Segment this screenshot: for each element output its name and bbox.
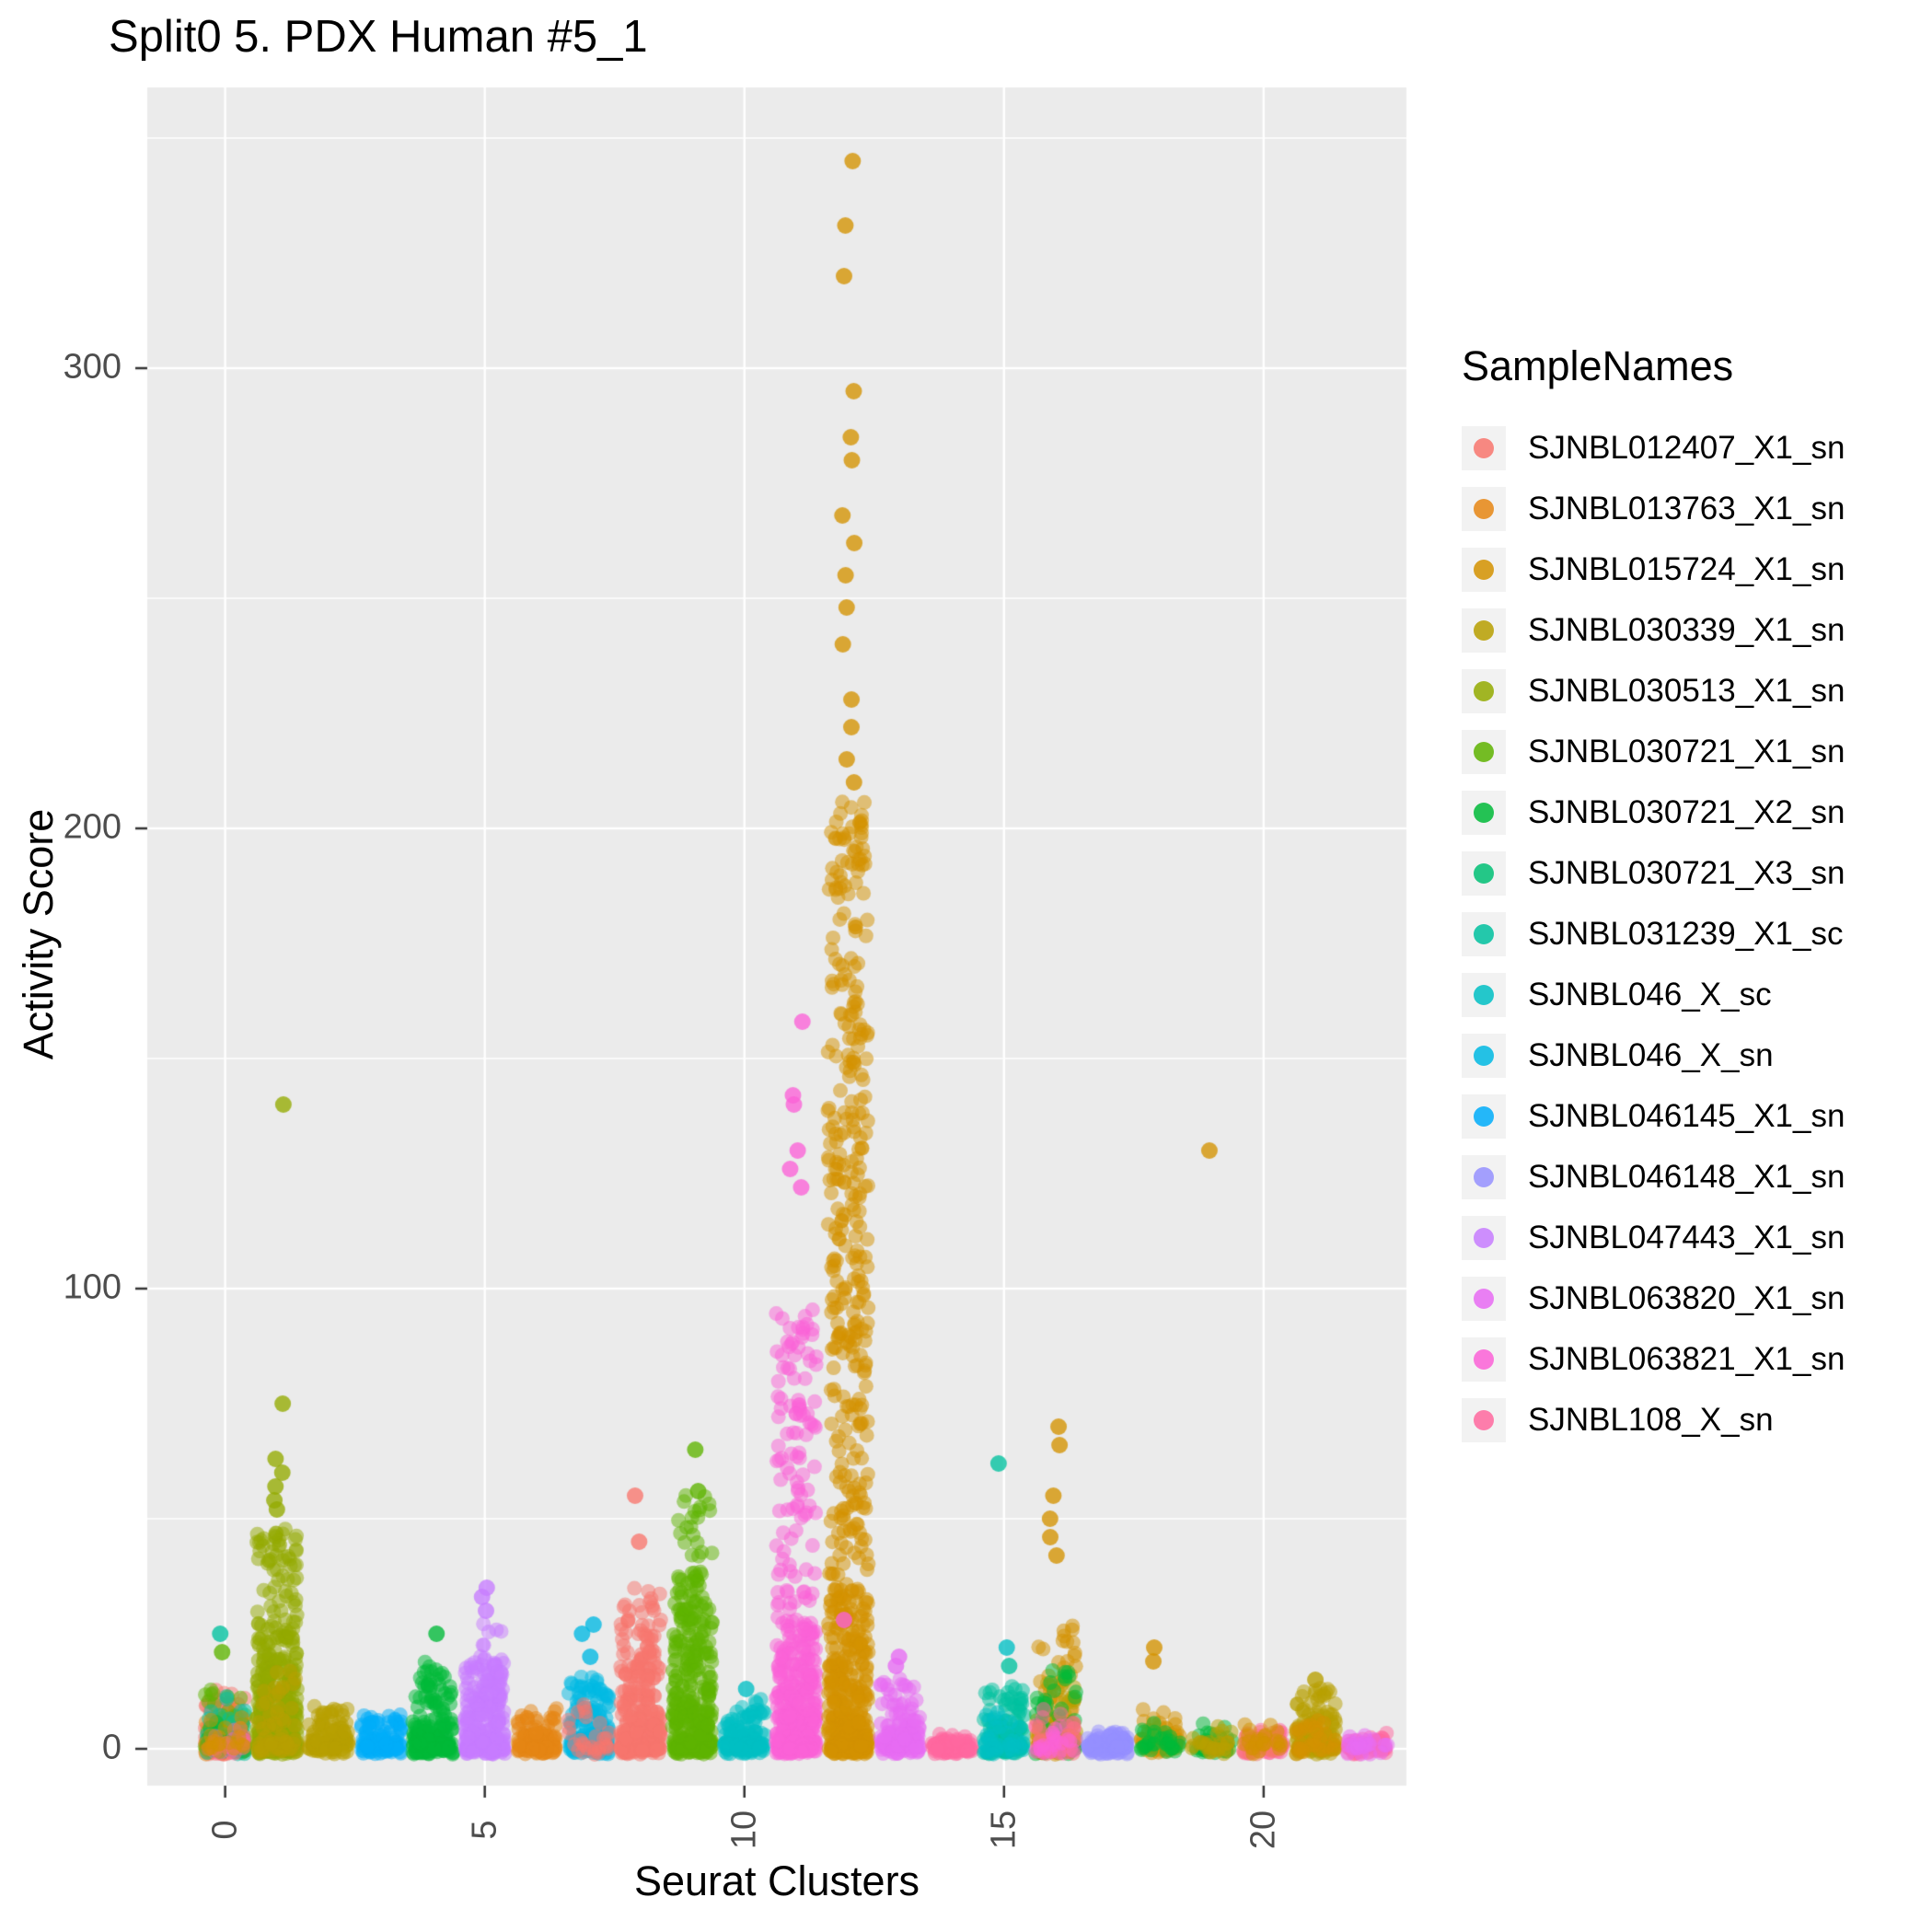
legend-item: SJNBL030721_X3_sn [1462,843,1926,904]
legend-item: SJNBL031239_X1_sc [1462,904,1926,965]
legend-item-label: SJNBL030721_X1_sn [1528,734,1845,769]
legend-key [1462,791,1506,835]
legend-key [1462,608,1506,653]
legend-swatch-icon [1474,1349,1494,1370]
legend-key [1462,487,1506,531]
x-tick-label: 20 [1244,1810,1283,1850]
legend-item: SJNBL015724_X1_sn [1462,539,1926,600]
legend-key [1462,669,1506,713]
legend-swatch-icon [1474,1046,1494,1066]
x-axis-title: Seurat Clusters [633,1857,920,1904]
legend-item-label: SJNBL063820_X1_sn [1528,1280,1845,1316]
legend-swatch-icon [1474,438,1494,458]
legend-swatch-icon [1474,742,1494,762]
legend-swatch-icon [1474,620,1494,641]
y-tick-label: 200 [63,807,121,847]
y-tick-label: 100 [63,1267,121,1307]
legend-item: SJNBL030513_X1_sn [1462,661,1926,722]
legend-swatch-icon [1474,560,1494,580]
legend-item: SJNBL030721_X2_sn [1462,782,1926,843]
legend-item: SJNBL046148_X1_sn [1462,1147,1926,1208]
legend-swatch-icon [1474,1289,1494,1309]
x-tick-label: 15 [984,1810,1024,1850]
legend-item: SJNBL063821_X1_sn [1462,1329,1926,1390]
legend-item-label: SJNBL012407_X1_sn [1528,430,1845,466]
legend-item: SJNBL046_X_sc [1462,965,1926,1025]
legend-item: SJNBL046145_X1_sn [1462,1086,1926,1147]
x-tick-label: 5 [465,1820,504,1840]
legend-item: SJNBL108_X_sn [1462,1390,1926,1451]
legend-item-label: SJNBL030721_X3_sn [1528,855,1845,891]
legend-swatch-icon [1474,1167,1494,1187]
legend-swatch-icon [1474,803,1494,823]
legend-item: SJNBL012407_X1_sn [1462,418,1926,479]
legend-key [1462,730,1506,774]
legend-swatch-icon [1474,499,1494,519]
legend-key [1462,1398,1506,1442]
legend-item: SJNBL046_X_sn [1462,1025,1926,1086]
legend-swatch-icon [1474,985,1494,1005]
legend-swatch-icon [1474,1106,1494,1127]
legend-item-label: SJNBL046_X_sn [1528,1037,1774,1073]
legend-item-label: SJNBL046_X_sc [1528,977,1772,1012]
legend-item-label: SJNBL030513_X1_sn [1528,673,1845,709]
legend-item: SJNBL030339_X1_sn [1462,600,1926,661]
legend-key [1462,973,1506,1017]
legend-key [1462,548,1506,592]
legend-item-label: SJNBL031239_X1_sc [1528,916,1844,952]
legend-title: SampleNames [1462,342,1734,389]
legend-key [1462,851,1506,896]
legend-key [1462,1216,1506,1260]
y-tick-label: 300 [63,347,121,387]
legend-item-label: SJNBL046145_X1_sn [1528,1098,1845,1134]
legend-swatch-icon [1474,924,1494,944]
legend-key [1462,426,1506,470]
legend-item-label: SJNBL030339_X1_sn [1528,612,1845,648]
x-tick-label: 0 [205,1820,245,1840]
legend-item: SJNBL013763_X1_sn [1462,479,1926,539]
legend-item: SJNBL030721_X1_sn [1462,722,1926,782]
legend-swatch-icon [1474,863,1494,884]
legend-key [1462,1155,1506,1199]
legend-swatch-icon [1474,681,1494,701]
legend-item-label: SJNBL108_X_sn [1528,1402,1774,1438]
legend-key [1462,1094,1506,1139]
legend-key [1462,1337,1506,1382]
legend-item-label: SJNBL046148_X1_sn [1528,1159,1845,1195]
legend-item: SJNBL047443_X1_sn [1462,1208,1926,1268]
y-tick-label: 0 [101,1728,121,1767]
legend-item-label: SJNBL047443_X1_sn [1528,1220,1845,1255]
legend-items: SJNBL012407_X1_sn SJNBL013763_X1_sn SJNBL0… [1462,418,1926,1451]
legend-key [1462,1034,1506,1078]
legend-key [1462,912,1506,956]
legend-item-label: SJNBL063821_X1_sn [1528,1341,1845,1377]
legend-item-label: SJNBL030721_X2_sn [1528,794,1845,830]
legend-item-label: SJNBL013763_X1_sn [1528,491,1845,526]
x-tick-label: 10 [724,1810,764,1850]
legend-item: SJNBL063820_X1_sn [1462,1268,1926,1329]
legend-swatch-icon [1474,1228,1494,1248]
legend-item-label: SJNBL015724_X1_sn [1528,551,1845,587]
legend-swatch-icon [1474,1410,1494,1430]
legend-key [1462,1277,1506,1321]
legend: SampleNames SJNBL012407_X1_sn SJNBL013763… [1462,342,1926,1451]
